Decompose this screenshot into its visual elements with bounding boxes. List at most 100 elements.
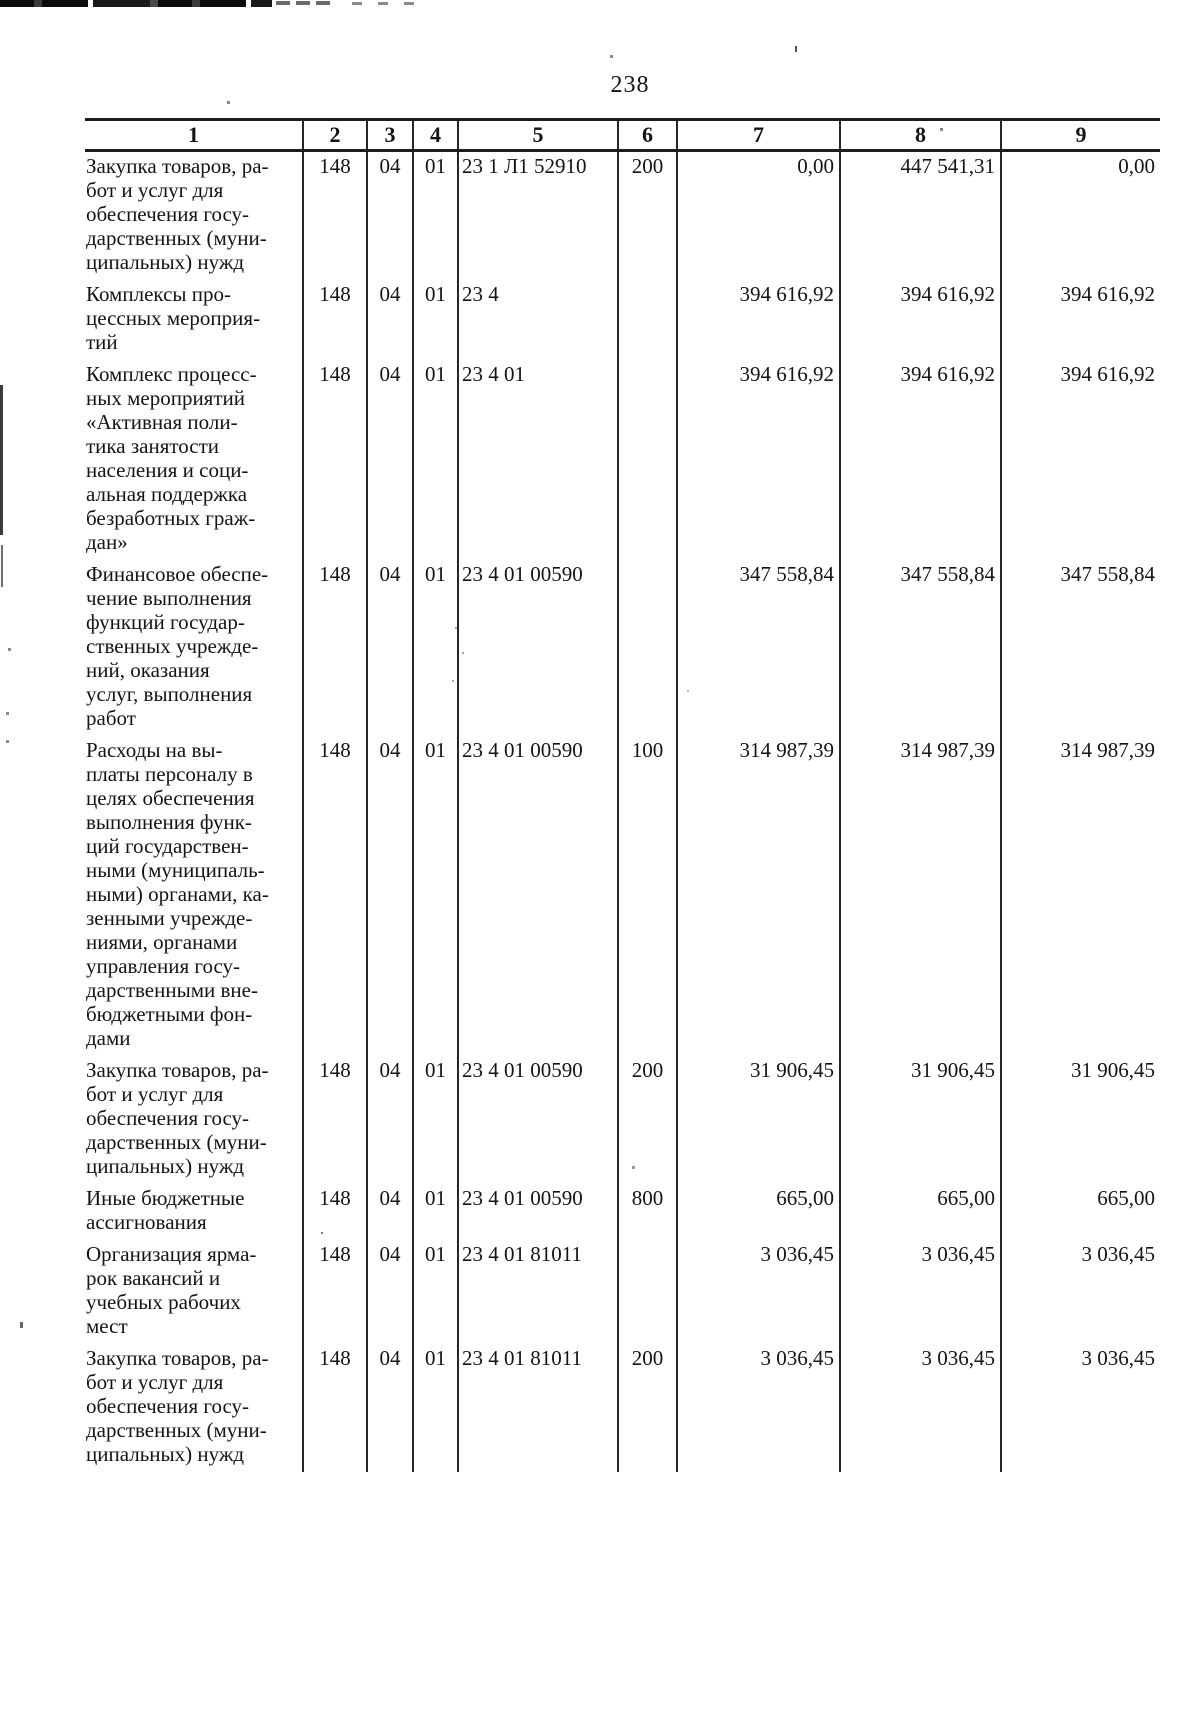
amount-col7-cell: 3 036,45 [676,1344,840,1472]
header-col-5: 5 [457,118,618,152]
expense-name-cell: Финансовое обеспе- чение выполнения функ… [86,562,269,730]
grbs-code-cell: 148 [302,736,367,1056]
section-code-cell: 04 [366,1184,413,1240]
section-code-cell: 04 [366,1240,413,1344]
scan-artifact [6,740,9,743]
scan-artifact [610,55,613,58]
csr-code-cell: 23 4 01 81011 [457,1240,618,1344]
amount-col9-cell: 347 558,84 [1000,560,1160,736]
amount-col9-cell: 0,00 [1000,150,1160,280]
amount-col8-cell: 447 541,31 [839,150,1001,280]
amount-col7-cell: 394 616,92 [676,280,840,360]
scan-artifact [352,2,422,5]
scan-artifact [0,0,272,7]
subsection-code-cell: 01 [412,560,458,736]
table-row: Закупка товаров, ра- бот и услуг для обе… [85,1056,1160,1184]
expense-name-cell: Закупка товаров, ра- бот и услуг для обе… [86,154,269,274]
expense-name-cell: Иные бюджетные ассигнования [86,1186,245,1234]
scan-artifact [1,545,3,587]
section-code-cell: 04 [366,150,413,280]
header-col-3: 3 [366,118,413,152]
expense-name-cell: Закупка товаров, ра- бот и услуг для обе… [86,1058,269,1178]
grbs-code-cell: 148 [302,1056,367,1184]
amount-col7-cell: 3 036,45 [676,1240,840,1344]
expense-type-code-cell: 100 [617,736,677,1056]
grbs-code-cell: 148 [302,560,367,736]
amount-col9-cell: 31 906,45 [1000,1056,1160,1184]
expense-type-code-cell [617,360,677,560]
scan-artifact [20,1322,23,1328]
csr-code-cell: 23 4 01 00590 [457,560,618,736]
amount-col8-cell: 394 616,92 [839,360,1001,560]
subsection-code-cell: 01 [412,736,458,1056]
section-code-cell: 04 [366,360,413,560]
table-row: Организация ярма- рок вакансий и учебных… [85,1240,1160,1344]
amount-col8-cell: 394 616,92 [839,280,1001,360]
amount-col9-cell: 3 036,45 [1000,1240,1160,1344]
table-row: Расходы на вы- платы персоналу в целях о… [85,736,1160,1056]
csr-code-cell: 23 4 01 00590 [457,736,618,1056]
amount-col7-cell: 31 906,45 [676,1056,840,1184]
expense-name-cell: Комплексы про- цессных мероприя- тий [86,282,261,354]
amount-col9-cell: 3 036,45 [1000,1344,1160,1472]
subsection-code-cell: 01 [412,280,458,360]
subsection-code-cell: 01 [412,1344,458,1472]
table-row: Комплекс процесс- ных мероприятий «Актив… [85,360,1160,560]
scan-artifact [227,101,230,104]
amount-col9-cell: 665,00 [1000,1184,1160,1240]
header-col-8: 8 [839,118,1001,152]
grbs-code-cell: 148 [302,1344,367,1472]
grbs-code-cell: 148 [302,280,367,360]
scan-artifact [8,648,11,651]
section-code-cell: 04 [366,1056,413,1184]
table-body: Закупка товаров, ра- бот и услуг для обе… [85,150,1160,1472]
expense-name-cell: Организация ярма- рок вакансий и учебных… [86,1242,257,1338]
amount-col7-cell: 314 987,39 [676,736,840,1056]
amount-col7-cell: 0,00 [676,150,840,280]
header-col-1: 1 [85,118,303,152]
expense-name-cell: Комплекс процесс- ных мероприятий «Актив… [86,362,257,554]
amount-col8-cell: 665,00 [839,1184,1001,1240]
scan-artifact [0,385,3,535]
table-row: Закупка товаров, ра- бот и услуг для обе… [85,150,1160,280]
csr-code-cell: 23 4 01 [457,360,618,560]
amount-col7-cell: 347 558,84 [676,560,840,736]
subsection-code-cell: 01 [412,1184,458,1240]
csr-code-cell: 23 1 Л1 52910 [457,150,618,280]
section-code-cell: 04 [366,736,413,1056]
table-row: Иные бюджетные ассигнования 148 04 01 23 4 0… [85,1184,1160,1240]
grbs-code-cell: 148 [302,1184,367,1240]
amount-col8-cell: 31 906,45 [839,1056,1001,1184]
expense-type-code-cell [617,1240,677,1344]
amount-col9-cell: 314 987,39 [1000,736,1160,1056]
csr-code-cell: 23 4 01 00590 [457,1184,618,1240]
amount-col8-cell: 3 036,45 [839,1344,1001,1472]
scan-artifact [6,712,9,715]
expense-type-code-cell: 200 [617,1344,677,1472]
amount-col8-cell: 347 558,84 [839,560,1001,736]
expense-type-code-cell: 800 [617,1184,677,1240]
amount-col7-cell: 665,00 [676,1184,840,1240]
subsection-code-cell: 01 [412,1056,458,1184]
amount-col8-cell: 314 987,39 [839,736,1001,1056]
header-col-9: 9 [1000,118,1160,152]
section-code-cell: 04 [366,1344,413,1472]
budget-table: 1 2 3 4 5 6 7 8 9 Закупка товаров, ра- б… [85,118,1160,1472]
csr-code-cell: 23 4 [457,280,618,360]
csr-code-cell: 23 4 01 00590 [457,1056,618,1184]
subsection-code-cell: 01 [412,1240,458,1344]
table-header: 1 2 3 4 5 6 7 8 9 [85,118,1160,152]
grbs-code-cell: 148 [302,1240,367,1344]
expense-name-cell: Закупка товаров, ра- бот и услуг для обе… [86,1346,269,1466]
page-number: 238 [610,72,650,98]
table-row: Комплексы про- цессных мероприя- тий 148 0… [85,280,1160,360]
grbs-code-cell: 148 [302,150,367,280]
grbs-code-cell: 148 [302,360,367,560]
expense-type-code-cell: 200 [617,1056,677,1184]
subsection-code-cell: 01 [412,360,458,560]
expense-type-code-cell: 200 [617,150,677,280]
section-code-cell: 04 [366,560,413,736]
subsection-code-cell: 01 [412,150,458,280]
amount-col8-cell: 3 036,45 [839,1240,1001,1344]
